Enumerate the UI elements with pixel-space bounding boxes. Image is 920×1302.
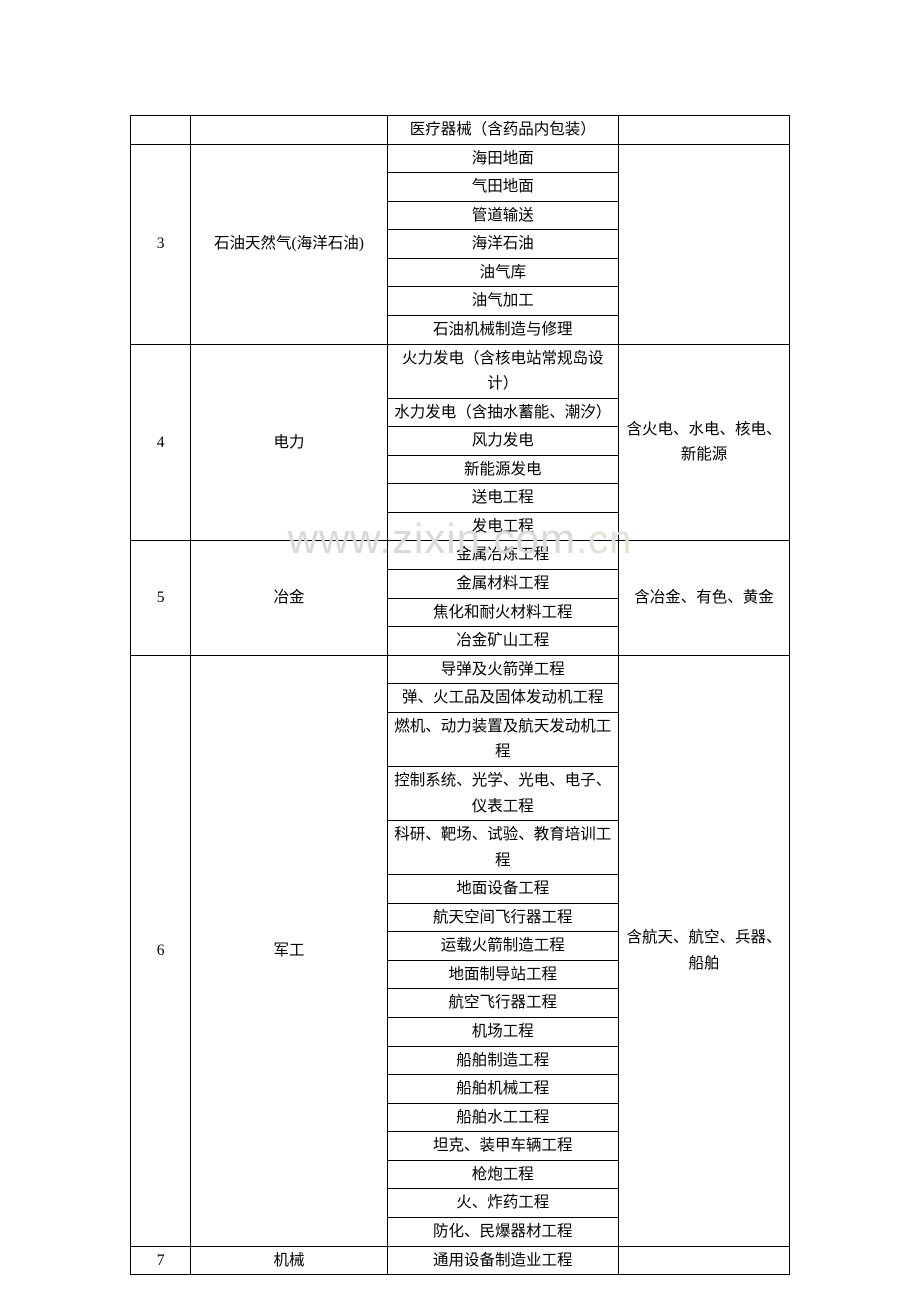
cell-item: 焦化和耐火材料工程 (387, 598, 618, 627)
cell-index: 5 (131, 541, 191, 655)
cell-item: 发电工程 (387, 512, 618, 541)
cell-item: 控制系统、光学、光电、电子、仪表工程 (387, 766, 618, 820)
cell-item: 地面制导站工程 (387, 960, 618, 989)
cell-item: 通用设备制造业工程 (387, 1246, 618, 1275)
cell-item: 船舶机械工程 (387, 1075, 618, 1104)
cell-item: 坦克、装甲车辆工程 (387, 1132, 618, 1161)
cell-category (191, 116, 387, 145)
cell-item: 枪炮工程 (387, 1160, 618, 1189)
cell-item: 水力发电（含抽水蓄能、潮汐） (387, 398, 618, 427)
cell-item: 导弹及火箭弹工程 (387, 655, 618, 684)
cell-item: 气田地面 (387, 173, 618, 202)
cell-category: 电力 (191, 344, 387, 541)
cell-item: 金属冶炼工程 (387, 541, 618, 570)
cell-item: 金属材料工程 (387, 570, 618, 599)
cell-item: 弹、火工品及固体发动机工程 (387, 684, 618, 713)
cell-item: 航天空间飞行器工程 (387, 903, 618, 932)
cell-item: 风力发电 (387, 427, 618, 456)
cell-note (618, 1246, 789, 1275)
cell-item: 送电工程 (387, 484, 618, 513)
table-row: 6 军工 导弹及火箭弹工程 含航天、航空、兵器、船舶 (131, 655, 790, 684)
cell-item: 科研、靶场、试验、教育培训工程 (387, 821, 618, 875)
cell-item: 油气加工 (387, 287, 618, 316)
cell-item: 航空飞行器工程 (387, 989, 618, 1018)
cell-note (618, 116, 789, 145)
table-row: 3 石油天然气(海洋石油) 海田地面 (131, 144, 790, 173)
cell-item: 运载火箭制造工程 (387, 932, 618, 961)
table-row: 4 电力 火力发电（含核电站常规岛设计） 含火电、水电、核电、新能源 (131, 344, 790, 398)
cell-note: 含火电、水电、核电、新能源 (618, 344, 789, 541)
cell-item: 管道输送 (387, 201, 618, 230)
cell-item: 冶金矿山工程 (387, 627, 618, 656)
table-row: 医疗器械（含药品内包装） (131, 116, 790, 145)
cell-note (618, 144, 789, 344)
cell-note: 含航天、航空、兵器、船舶 (618, 655, 789, 1246)
cell-item: 海洋石油 (387, 230, 618, 259)
cell-item: 船舶水工工程 (387, 1103, 618, 1132)
cell-item: 火、炸药工程 (387, 1189, 618, 1218)
cell-index: 7 (131, 1246, 191, 1275)
cell-item: 石油机械制造与修理 (387, 315, 618, 344)
cell-item: 新能源发电 (387, 455, 618, 484)
cell-category: 机械 (191, 1246, 387, 1275)
table-row: 7 机械 通用设备制造业工程 (131, 1246, 790, 1275)
cell-category: 军工 (191, 655, 387, 1246)
cell-item: 医疗器械（含药品内包装） (387, 116, 618, 145)
cell-note: 含冶金、有色、黄金 (618, 541, 789, 655)
table-row: 5 冶金 金属冶炼工程 含冶金、有色、黄金 (131, 541, 790, 570)
cell-index (131, 116, 191, 145)
cell-index: 4 (131, 344, 191, 541)
cell-item: 海田地面 (387, 144, 618, 173)
cell-item: 地面设备工程 (387, 875, 618, 904)
cell-item: 燃机、动力装置及航天发动机工程 (387, 712, 618, 766)
cell-item: 油气库 (387, 258, 618, 287)
cell-index: 6 (131, 655, 191, 1246)
cell-category: 石油天然气(海洋石油) (191, 144, 387, 344)
cell-item: 防化、民爆器材工程 (387, 1217, 618, 1246)
cell-category: 冶金 (191, 541, 387, 655)
cell-item: 船舶制造工程 (387, 1046, 618, 1075)
cell-index: 3 (131, 144, 191, 344)
document-page: 医疗器械（含药品内包装） 3 石油天然气(海洋石油) 海田地面 气田地面 管道输… (0, 0, 920, 1275)
classification-table: 医疗器械（含药品内包装） 3 石油天然气(海洋石油) 海田地面 气田地面 管道输… (130, 115, 790, 1275)
cell-item: 机场工程 (387, 1018, 618, 1047)
cell-item: 火力发电（含核电站常规岛设计） (387, 344, 618, 398)
